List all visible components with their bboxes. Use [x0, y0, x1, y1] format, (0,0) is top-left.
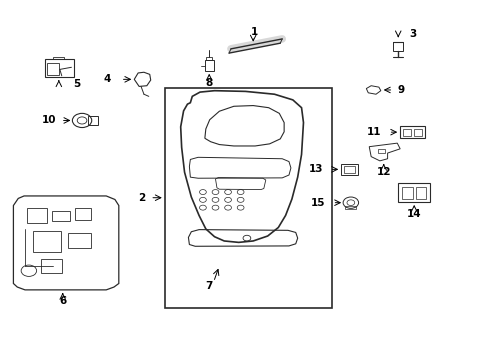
- Bar: [47, 63, 59, 75]
- Bar: [341, 164, 357, 175]
- Bar: [399, 126, 425, 138]
- Text: 8: 8: [205, 78, 212, 88]
- Text: 11: 11: [366, 127, 381, 137]
- Text: 12: 12: [376, 167, 390, 177]
- Bar: [27, 208, 47, 223]
- Bar: [204, 60, 213, 71]
- Bar: [413, 129, 422, 136]
- Text: 2: 2: [138, 193, 145, 203]
- Bar: [75, 208, 91, 220]
- Text: 6: 6: [59, 296, 66, 306]
- Bar: [88, 116, 98, 125]
- Bar: [206, 57, 212, 60]
- Text: 15: 15: [310, 198, 325, 208]
- Bar: [377, 149, 384, 153]
- Bar: [164, 88, 331, 307]
- Bar: [67, 233, 91, 248]
- Text: 13: 13: [308, 165, 322, 174]
- Text: 7: 7: [204, 281, 212, 291]
- Bar: [343, 166, 354, 173]
- Bar: [345, 206, 355, 209]
- Text: 9: 9: [396, 85, 404, 95]
- Bar: [393, 42, 402, 51]
- Text: 3: 3: [408, 29, 415, 39]
- Bar: [33, 231, 61, 252]
- Bar: [53, 57, 63, 59]
- Bar: [45, 59, 74, 77]
- Text: 10: 10: [42, 116, 56, 125]
- Text: 14: 14: [406, 209, 421, 219]
- Text: 1: 1: [250, 27, 257, 37]
- Bar: [41, 259, 61, 273]
- Bar: [401, 187, 412, 199]
- Bar: [415, 187, 426, 199]
- Bar: [397, 183, 429, 202]
- Bar: [402, 129, 410, 136]
- Text: 5: 5: [73, 78, 81, 89]
- Bar: [52, 211, 70, 221]
- Text: 4: 4: [104, 74, 111, 84]
